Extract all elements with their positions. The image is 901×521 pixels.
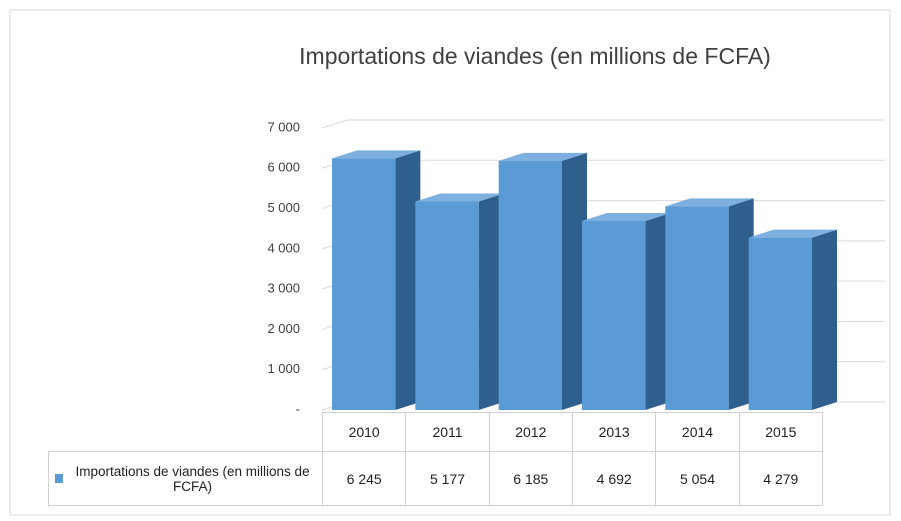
bar xyxy=(498,160,562,410)
x-tick-label: 2012 xyxy=(488,412,573,452)
grid-line xyxy=(321,119,885,129)
x-tick-label-text: 2013 xyxy=(598,424,630,440)
y-tick-label: 3 000 xyxy=(267,281,300,296)
x-tick-label-text: 2010 xyxy=(348,424,380,440)
x-tick-label-text: 2015 xyxy=(765,424,797,440)
data-label-text: 4 279 xyxy=(763,470,799,487)
x-tick-label: 2014 xyxy=(655,412,740,452)
y-tick-label: - xyxy=(296,401,300,416)
data-label-text: 4 692 xyxy=(596,470,632,487)
data-label: 5 177 xyxy=(405,451,490,506)
bar-top xyxy=(498,152,587,161)
x-tick-label: 2015 xyxy=(738,412,823,452)
bar xyxy=(415,201,479,410)
bar-side xyxy=(478,193,504,410)
data-label: 6 245 xyxy=(322,451,407,506)
bar-top xyxy=(665,198,754,207)
bar-side xyxy=(562,152,587,410)
data-label: 6 185 xyxy=(488,451,573,506)
bar-side xyxy=(812,229,837,410)
y-tick-label: 7 000 xyxy=(267,119,300,134)
x-tick-label: 2010 xyxy=(322,412,407,452)
bar-top xyxy=(332,150,421,159)
bar-top xyxy=(582,212,671,221)
bar-side xyxy=(645,212,671,410)
y-tick-label: 5 000 xyxy=(267,200,300,215)
x-tick-label-text: 2014 xyxy=(681,424,714,440)
bar xyxy=(665,206,729,410)
x-tick-label: 2013 xyxy=(572,412,657,452)
bar-top xyxy=(415,193,504,202)
legend-entry-text: Importations de viandes (en millions de … xyxy=(75,463,310,494)
y-tick-label: 6 000 xyxy=(267,160,300,175)
data-label-text: 6 185 xyxy=(513,470,549,487)
data-label-text: 5 054 xyxy=(679,470,716,487)
chart-frame xyxy=(9,9,891,516)
bar-top xyxy=(748,229,837,238)
y-tick-label: 1 000 xyxy=(267,361,300,376)
data-label: 4 279 xyxy=(738,451,823,506)
bar xyxy=(748,237,812,410)
bar-side xyxy=(395,150,421,410)
bar xyxy=(332,158,396,410)
data-label: 5 054 xyxy=(655,451,740,506)
x-tick-label-text: 2011 xyxy=(432,424,463,440)
y-tick-label: 2 000 xyxy=(267,321,300,336)
x-tick-label: 2011 xyxy=(405,412,490,452)
x-tick-label-text: 2012 xyxy=(515,424,547,440)
data-label: 4 692 xyxy=(572,451,657,506)
legend-swatch xyxy=(55,474,64,483)
data-label-text: 5 177 xyxy=(429,470,466,487)
y-tick-label: 4 000 xyxy=(267,240,300,255)
bar-side xyxy=(728,198,754,410)
legend-entry: Importations de viandes (en millions de … xyxy=(48,451,323,506)
chart-title: Importations de viandes (en millions de … xyxy=(299,43,771,69)
data-label-text: 6 245 xyxy=(346,470,382,487)
bar xyxy=(582,220,646,410)
